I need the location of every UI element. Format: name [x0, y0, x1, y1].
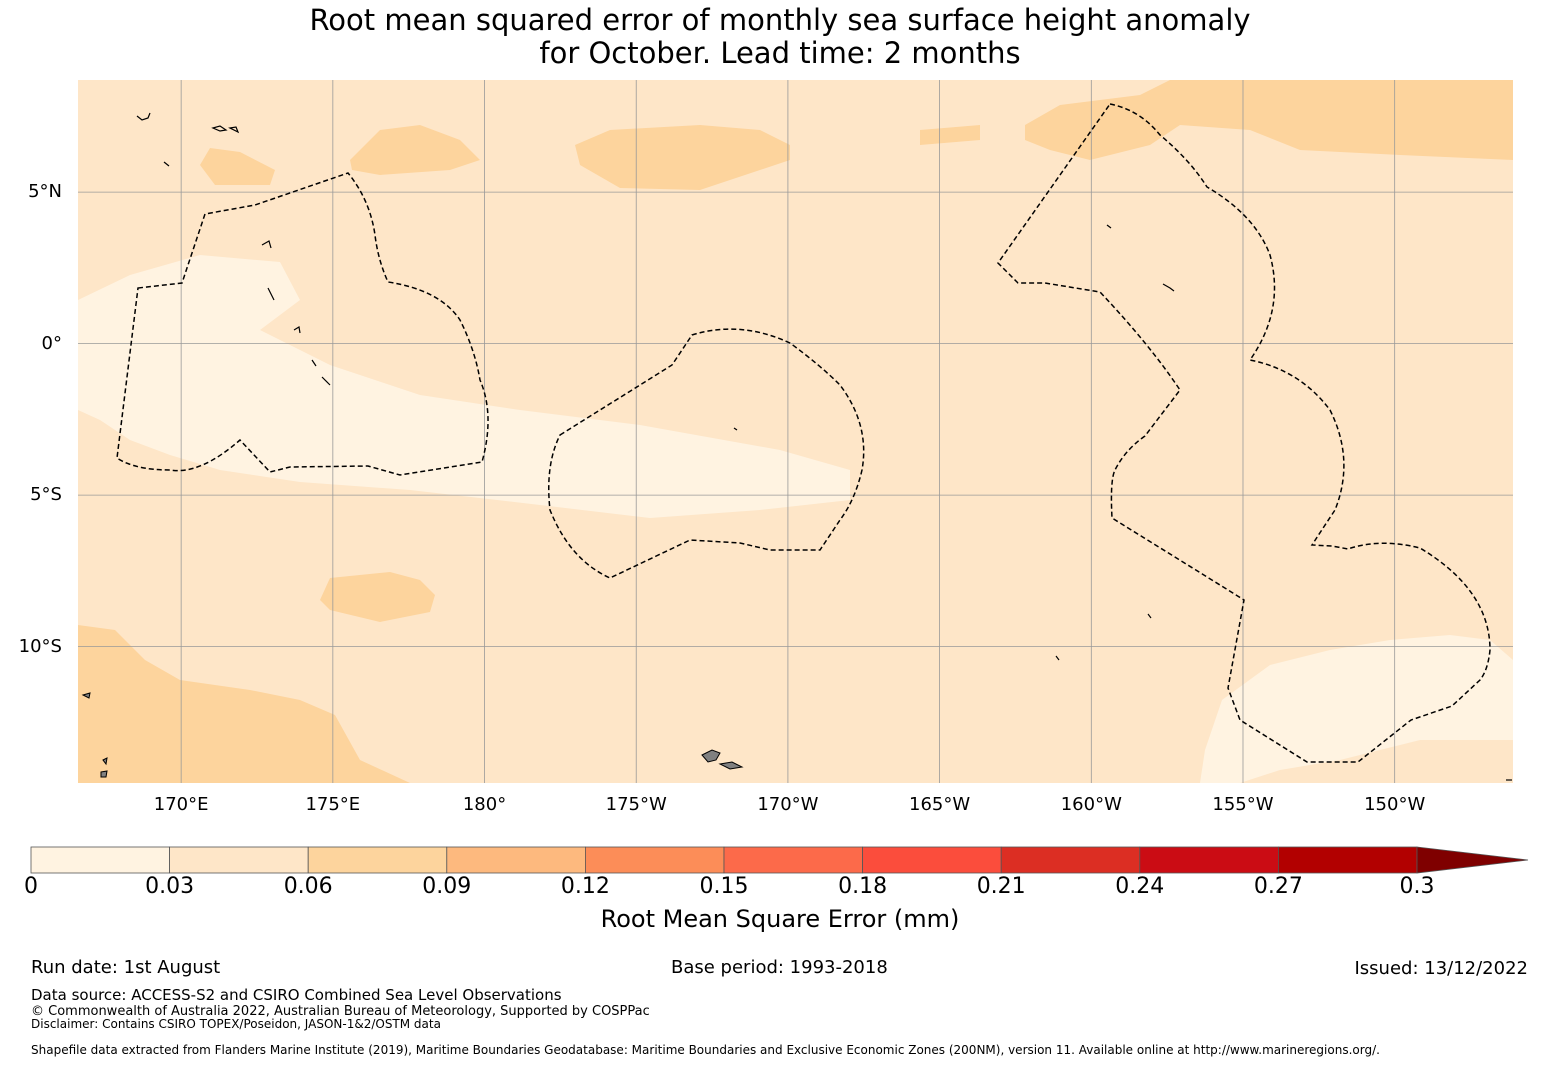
atoll-marshall-2	[228, 126, 240, 134]
higher-error-region-south-central	[320, 572, 435, 622]
colorbar-tick-label: 0.03	[145, 874, 195, 899]
higher-error-region-southwest	[78, 625, 410, 783]
colorbar-tick-label: 0.21	[976, 874, 1026, 899]
lon-tick-label: 175°W	[605, 794, 667, 815]
higher-error-region-northeast	[1025, 80, 1513, 160]
lon-tick-label: 180°	[462, 794, 507, 815]
issued-date: Issued: 13/12/2022	[1354, 958, 1528, 979]
map-title-line-2: for October. Lead time: 2 months	[539, 36, 1021, 70]
run-date: Run date: 1st August	[31, 957, 221, 978]
lon-tick-label: 150°W	[1364, 794, 1426, 815]
base-period: Base period: 1993-2018	[671, 957, 888, 978]
colorbar-segment	[169, 846, 309, 874]
colorbar-segment	[307, 846, 448, 874]
data-source: Data source: ACCESS-S2 and CSIRO Combine…	[31, 986, 562, 1004]
lat-tick-label: 0°	[41, 332, 62, 354]
atoll-gilberts-1	[261, 240, 272, 249]
lon-tick-label: 170°W	[757, 794, 819, 815]
atoll-south-2	[1055, 655, 1060, 661]
colorbar-tick-label: 0.24	[1115, 874, 1165, 899]
island-southwest-2	[100, 770, 108, 778]
higher-error-region-north-central	[575, 125, 790, 190]
island-southwest-3	[102, 757, 108, 766]
colorbar-segment	[1278, 846, 1418, 874]
lon-tick-label: 160°W	[1060, 794, 1122, 815]
colorbar-tick-label: 0.09	[422, 874, 472, 899]
colorbar-tick-label: 0.18	[838, 874, 888, 899]
low-error-region-west	[78, 255, 850, 518]
atoll-line-islands-2	[1106, 224, 1112, 229]
atoll-marshall-4	[163, 161, 170, 167]
colorbar-tick-label: 0.15	[699, 874, 749, 899]
samoa-island-upolu	[718, 761, 744, 770]
lon-tick-label: 155°W	[1212, 794, 1274, 815]
atoll-gilberts-5	[321, 376, 331, 386]
eez-boundary-tokelau	[548, 328, 865, 579]
lat-tick-label: 5°S	[30, 484, 62, 506]
higher-error-region-dateline	[920, 125, 980, 145]
gridlines	[78, 80, 1513, 783]
colorbar-segment	[30, 846, 171, 874]
atoll-marshall-1	[211, 125, 228, 132]
island-southwest-1	[81, 692, 91, 699]
lat-tick-label: 10°S	[18, 635, 62, 657]
colorbar-segment	[1139, 846, 1279, 874]
colorbar-label: Root Mean Square Error (mm)	[600, 905, 960, 933]
atoll-marshall-3	[136, 112, 151, 121]
colorbar-extend-arrow	[1416, 846, 1529, 874]
sea-level-map	[78, 80, 1513, 783]
colorbar-tick-label: 0	[24, 874, 38, 899]
lon-tick-label: 165°W	[909, 794, 971, 815]
colorbar-tick-label: 0.3	[1399, 874, 1435, 899]
samoa-island-savaii	[701, 749, 721, 763]
atoll-gilberts-3	[293, 326, 301, 334]
colorbar-tick-label: 0.12	[560, 874, 610, 899]
atoll-tokelau	[733, 427, 738, 431]
colorbar	[30, 846, 1529, 874]
colorbar-segment	[585, 846, 725, 874]
colorbar-tick-label: 0.06	[283, 874, 333, 899]
lon-tick-label: 175°E	[305, 794, 361, 815]
higher-error-region-far-west-north	[200, 148, 275, 185]
copyright: © Commonwealth of Australia 2022, Austra…	[31, 1004, 650, 1019]
atoll-line-islands-1	[1162, 283, 1175, 292]
disclaimer: Disclaimer: Contains CSIRO TOPEX/Poseido…	[31, 1017, 441, 1031]
eez-boundary-kiribati-line-islands	[997, 103, 1491, 763]
colorbar-tick-label: 0.27	[1253, 874, 1303, 899]
shapefile-credit: Shapefile data extracted from Flanders M…	[31, 1043, 1380, 1057]
atoll-gilberts-2	[267, 287, 275, 301]
map-title-line-1: Root mean squared error of monthly sea s…	[309, 3, 1251, 37]
lon-tick-label: 170°E	[153, 794, 209, 815]
colorbar-segment	[446, 846, 586, 874]
lat-tick-label: 5°N	[28, 181, 62, 203]
atoll-south-1	[1147, 613, 1152, 619]
low-error-region-southeast	[1200, 635, 1513, 783]
higher-error-region-north-west	[350, 125, 480, 175]
colorbar-segment	[723, 846, 864, 874]
colorbar-segment	[1000, 846, 1141, 874]
colorbar-segment	[862, 846, 1002, 874]
atoll-gilberts-4	[311, 359, 317, 367]
